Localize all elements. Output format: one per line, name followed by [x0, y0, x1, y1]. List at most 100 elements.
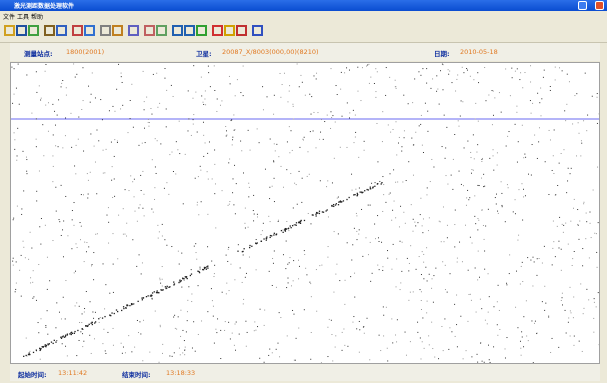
point: [220, 105, 221, 106]
point: [95, 234, 96, 235]
toolbar-button[interactable]: [4, 25, 15, 36]
point: [444, 241, 445, 242]
point: [246, 346, 247, 347]
point: [61, 185, 62, 186]
toolbar-button[interactable]: [196, 25, 207, 36]
point: [47, 310, 48, 311]
point: [563, 149, 564, 150]
point: [521, 355, 522, 356]
point: [564, 110, 565, 111]
point: [191, 293, 192, 294]
point: [158, 238, 159, 239]
point: [122, 82, 123, 83]
minimize-button[interactable]: [578, 1, 587, 10]
point: [359, 188, 360, 189]
toolbar-button[interactable]: [156, 25, 167, 36]
toolbar-button[interactable]: [28, 25, 39, 36]
toolbar-button[interactable]: [212, 25, 223, 36]
point: [477, 229, 478, 230]
toolbar-button[interactable]: [128, 25, 139, 36]
point: [225, 321, 226, 322]
point: [517, 327, 518, 328]
point: [463, 358, 464, 359]
toolbar-button[interactable]: [56, 25, 67, 36]
point: [482, 158, 483, 159]
point: [203, 156, 204, 157]
toolbar-button[interactable]: [236, 25, 247, 36]
toolbar-button[interactable]: [144, 25, 155, 36]
point: [148, 295, 149, 296]
point: [197, 204, 198, 205]
point: [444, 115, 445, 116]
point: [293, 119, 294, 120]
point: [342, 350, 343, 351]
point: [300, 75, 301, 76]
point: [171, 85, 172, 86]
point: [435, 268, 436, 269]
point: [21, 296, 22, 297]
toolbar-button[interactable]: [112, 25, 123, 36]
point: [566, 332, 567, 333]
point: [310, 359, 311, 360]
point: [594, 298, 595, 299]
point: [413, 291, 414, 292]
point: [215, 183, 216, 184]
toolbar-button[interactable]: [252, 25, 263, 36]
point: [26, 171, 27, 172]
point: [422, 225, 423, 226]
point: [494, 97, 495, 98]
point: [88, 194, 89, 195]
point: [361, 192, 362, 193]
point: [470, 76, 471, 77]
toolbar-button[interactable]: [72, 25, 83, 36]
point: [134, 179, 135, 180]
toolbar-button[interactable]: [84, 25, 95, 36]
point: [29, 351, 30, 352]
point: [123, 347, 124, 348]
point: [33, 296, 34, 297]
point: [527, 257, 528, 258]
point: [422, 317, 423, 318]
point: [138, 301, 139, 302]
point: [185, 347, 186, 348]
point: [405, 223, 406, 224]
point: [148, 122, 149, 123]
point: [432, 78, 433, 79]
point: [334, 231, 335, 232]
point: [589, 212, 590, 213]
point: [247, 332, 248, 333]
point: [333, 292, 334, 293]
point: [123, 308, 124, 309]
toolbar-button[interactable]: [16, 25, 27, 36]
point: [249, 257, 250, 258]
toolbar-button[interactable]: [100, 25, 111, 36]
point: [411, 138, 412, 139]
close-button[interactable]: [595, 1, 604, 10]
point: [17, 128, 18, 129]
point: [53, 343, 54, 344]
point: [483, 174, 484, 175]
point: [400, 206, 401, 207]
point: [475, 103, 476, 104]
toolbar-button[interactable]: [184, 25, 195, 36]
point: [325, 210, 326, 211]
point: [423, 152, 424, 153]
point: [509, 131, 510, 132]
point: [460, 316, 461, 317]
point: [56, 302, 57, 303]
point: [63, 220, 64, 221]
toolbar-button[interactable]: [44, 25, 55, 36]
point: [463, 72, 464, 73]
point: [420, 75, 421, 76]
point: [251, 246, 252, 247]
point: [273, 114, 274, 115]
point: [558, 241, 559, 242]
point: [337, 94, 338, 95]
point: [489, 296, 490, 297]
toolbar-button[interactable]: [224, 25, 235, 36]
point: [341, 72, 342, 73]
point: [36, 146, 37, 147]
point: [269, 187, 270, 188]
point: [577, 209, 578, 210]
toolbar-button[interactable]: [172, 25, 183, 36]
